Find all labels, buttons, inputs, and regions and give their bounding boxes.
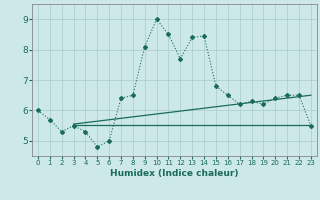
X-axis label: Humidex (Indice chaleur): Humidex (Indice chaleur) xyxy=(110,169,239,178)
